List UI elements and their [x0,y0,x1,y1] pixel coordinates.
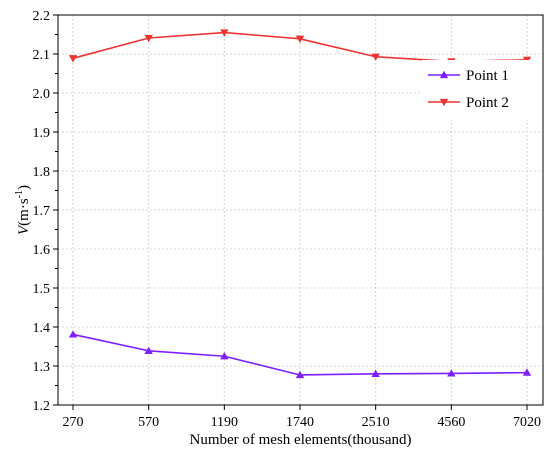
series-1 [68,330,532,379]
data-point [295,370,305,379]
data-point [220,29,229,37]
x-tick-label: 4560 [437,415,465,430]
y-tick-label: 1.8 [33,165,51,180]
legend-marker [439,70,449,79]
grid-lines [58,14,543,406]
data-point [447,369,456,377]
legend-item: Point 2 [428,95,509,111]
y-tick-label: 2.1 [33,48,51,63]
data-point [68,55,78,63]
y-tick-label: 1.7 [33,204,51,219]
y-axis-title: V(m·s-1) [14,185,32,235]
legend-label: Point 1 [466,68,509,84]
legend-label: Point 2 [466,95,509,111]
y-tick-label: 1.4 [33,321,51,336]
y-tick-label: 1.6 [33,243,51,258]
y-axis-unit: (m·s [16,198,32,226]
legend: Point 1 Point 2 [422,60,540,120]
x-tick-label: 7020 [513,415,541,430]
data-point [295,35,305,43]
data-point [522,368,532,376]
x-axis-title: Number of mesh elements(thousand) [189,432,411,448]
data-point [68,330,78,338]
y-tick-label: 1.3 [33,360,51,375]
data-point [371,53,380,61]
y-axis-unit-exponent: -1 [14,190,25,198]
y-tick-label: 1.5 [33,282,51,297]
y-tick-label: 2.0 [33,87,51,102]
y-axis-symbol: V [16,224,32,235]
y-tick-label: 1.2 [33,399,51,414]
x-tick-label: 1740 [286,415,314,430]
x-tick-label: 2510 [362,415,390,430]
data-point [144,346,153,354]
data-point [371,369,380,377]
axis-ticks: 1.2 1.3 1.4 1.5 1.6 1.7 1.8 1.9 2.0 2.1 2.2 270 570 1… [33,9,542,430]
data-point [220,352,229,360]
legend-item: Point 1 [428,68,509,84]
x-tick-label: 1190 [211,415,238,430]
x-tick-label: 570 [138,415,159,430]
legend-marker [439,98,449,107]
data-point [144,34,153,43]
legend-box [422,60,540,120]
y-axis-unit-close: ) [16,185,32,190]
x-tick-label: 270 [63,415,84,430]
y-tick-label: 2.2 [33,9,51,24]
y-tick-label: 1.9 [33,126,51,141]
